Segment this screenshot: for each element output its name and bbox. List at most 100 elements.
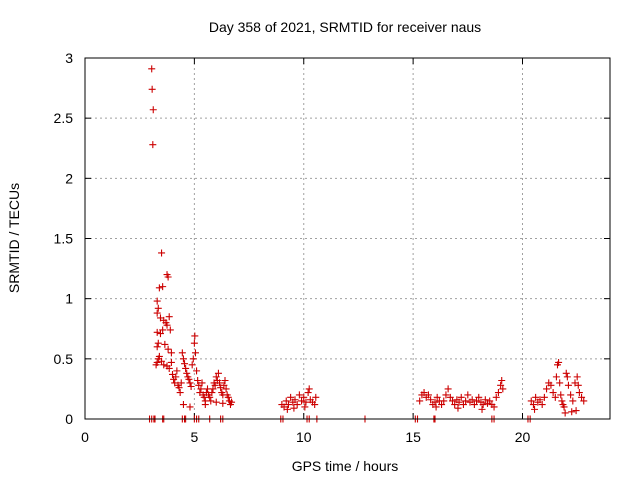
data-point [449, 397, 456, 405]
data-point [492, 393, 500, 401]
data-point [207, 397, 215, 405]
data-point [462, 397, 470, 405]
data-point [567, 391, 575, 399]
y-tick-label: 0 [65, 411, 73, 427]
data-point [149, 106, 157, 114]
data-point [193, 367, 201, 375]
data-point [164, 345, 172, 353]
data-point [154, 339, 162, 347]
data-point [538, 401, 546, 409]
data-point [529, 401, 537, 409]
data-point [221, 376, 229, 384]
data-point [209, 385, 217, 393]
data-point [470, 401, 478, 409]
data-point [298, 397, 306, 405]
data-point [165, 313, 173, 321]
data-point [416, 397, 424, 405]
data-point [159, 326, 167, 334]
data-point [197, 385, 205, 393]
y-tick-label: 2.5 [54, 110, 74, 126]
data-point [568, 408, 576, 416]
x-tick-label: 10 [296, 429, 312, 445]
data-point [181, 360, 189, 368]
data-point [148, 65, 156, 73]
data-point [479, 401, 487, 409]
data-point [580, 397, 588, 405]
data-point [569, 397, 577, 405]
data-point [291, 396, 299, 404]
y-tick-label: 1 [65, 291, 73, 307]
data-point [189, 355, 197, 363]
data-point [494, 389, 502, 397]
data-point [190, 339, 198, 347]
data-point [490, 403, 498, 411]
data-point [486, 397, 494, 405]
y-tick-labels: 0 0.5 1 1.5 2 2.5 3 [54, 50, 74, 427]
chart-title: Day 358 of 2021, SRMTID for receiver nau… [209, 19, 481, 35]
y-tick-label: 1.5 [54, 231, 74, 247]
data-point [446, 393, 454, 401]
data-point [442, 391, 450, 399]
data-point [440, 397, 448, 405]
data-point [557, 391, 565, 399]
data-point [432, 403, 440, 411]
data-point [153, 343, 161, 351]
data-point [208, 389, 216, 397]
data-point [431, 398, 439, 406]
data-point [300, 393, 308, 401]
data-point [191, 332, 199, 340]
data-point [427, 396, 435, 404]
data-point [540, 393, 548, 401]
data-point [536, 396, 544, 404]
data-point [497, 381, 505, 389]
data-point [282, 397, 290, 405]
data-point [420, 389, 428, 397]
data-point [212, 398, 220, 406]
data-point [148, 85, 156, 93]
data-point [532, 393, 540, 401]
data-point [158, 357, 166, 365]
data-point [311, 401, 319, 409]
data-point [433, 393, 441, 401]
data-point [178, 349, 186, 357]
data-point [155, 284, 163, 292]
data-point [185, 375, 193, 383]
data-point [206, 393, 214, 401]
data-point [163, 321, 171, 329]
data-point [224, 393, 232, 401]
data-point [531, 405, 539, 413]
x-tick-label: 15 [405, 429, 421, 445]
data-point [154, 304, 162, 312]
data-point [562, 369, 570, 377]
data-point [191, 349, 199, 357]
data-point [161, 340, 169, 348]
data-point [302, 398, 310, 406]
data-point [198, 379, 206, 387]
data-point [212, 373, 220, 381]
x-axis-label: GPS time / hours [292, 458, 399, 474]
data-point [167, 349, 175, 357]
data-point [549, 389, 557, 397]
data-point [475, 393, 483, 401]
data-point [216, 379, 224, 387]
y-axis-label: SRMTID / TECUs [6, 183, 22, 293]
data-point [527, 397, 535, 405]
data-point [551, 393, 559, 401]
data-point [177, 379, 185, 387]
data-point [152, 361, 160, 369]
data-point [444, 385, 452, 393]
data-point [228, 398, 236, 406]
data-point [290, 404, 298, 412]
y-tick-label: 2 [65, 170, 73, 186]
data-point [153, 297, 161, 305]
data-point [186, 379, 194, 387]
data-point [188, 361, 196, 369]
data-point [573, 373, 581, 381]
data-points [146, 65, 588, 423]
data-point [304, 389, 312, 397]
data-point [312, 393, 320, 401]
data-point [194, 376, 202, 384]
data-point [575, 389, 583, 397]
data-point [284, 401, 292, 409]
